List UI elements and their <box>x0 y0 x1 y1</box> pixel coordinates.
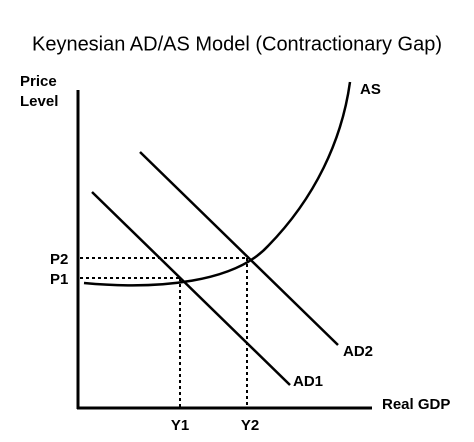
ad1-curve <box>91 191 291 386</box>
as-curve <box>83 81 352 287</box>
output-label: Y2 <box>241 417 259 434</box>
price-label: P2 <box>50 251 68 268</box>
guide-lines <box>80 257 248 407</box>
ad1-label: AD1 <box>293 373 323 390</box>
x-axis-label: Real GDP <box>382 396 450 413</box>
output-label: Y1 <box>171 417 189 434</box>
ad2-curve <box>139 151 339 346</box>
y-axis-label: Price <box>20 73 57 90</box>
y-axis-label: Level <box>20 93 58 110</box>
price-label: P1 <box>50 271 68 288</box>
as-label: AS <box>360 81 381 98</box>
ad2-label: AD2 <box>343 343 373 360</box>
title: Keynesian AD/AS Model (Contractionary Ga… <box>32 33 442 55</box>
